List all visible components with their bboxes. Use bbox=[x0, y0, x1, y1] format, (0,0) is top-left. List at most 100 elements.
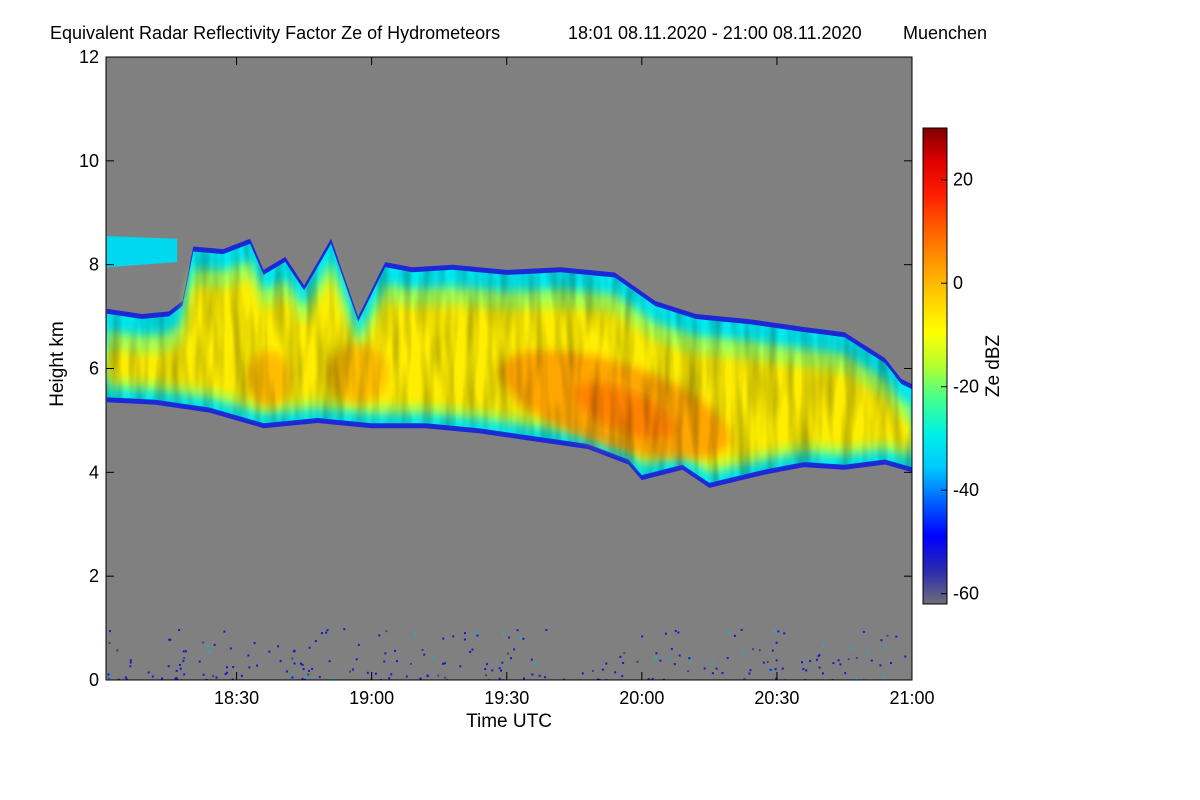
x-tick-label: 18:30 bbox=[214, 688, 259, 708]
clutter-echo bbox=[291, 674, 294, 677]
clutter-echo bbox=[655, 652, 658, 655]
clutter-echo bbox=[248, 666, 251, 669]
clutter-echo bbox=[212, 675, 215, 678]
clutter-echo bbox=[654, 656, 657, 659]
clutter-echo bbox=[855, 677, 858, 680]
clutter-echo bbox=[882, 676, 885, 679]
x-tick-label: 21:00 bbox=[889, 688, 934, 708]
clutter-echo bbox=[437, 674, 440, 677]
y-tick-label: 8 bbox=[89, 255, 99, 275]
clutter-echo bbox=[301, 663, 304, 666]
clutter-echo bbox=[178, 629, 181, 631]
clutter-echo bbox=[773, 629, 776, 632]
clutter-echo bbox=[740, 628, 743, 631]
clutter-echo bbox=[544, 676, 547, 679]
clutter-echo bbox=[405, 675, 408, 678]
location-text: Muenchen bbox=[903, 23, 987, 43]
colorbar-ticks: 20 0 -20 -40 -60 bbox=[941, 170, 979, 604]
x-tick-label: 19:00 bbox=[349, 688, 394, 708]
clutter-echo bbox=[175, 669, 178, 672]
clutter-echo bbox=[839, 663, 842, 666]
clutter-echo bbox=[879, 664, 882, 667]
clutter-echo bbox=[498, 677, 501, 680]
clutter-echo bbox=[183, 673, 186, 676]
clutter-echo bbox=[668, 655, 671, 658]
clutter-echo bbox=[855, 656, 858, 659]
title-text: Equivalent Radar Reflectivity Factor Ze … bbox=[50, 23, 500, 43]
clutter-echo bbox=[884, 645, 887, 648]
clutter-echo bbox=[678, 654, 681, 657]
clutter-echo bbox=[308, 646, 311, 649]
clutter-echo bbox=[279, 660, 282, 663]
clutter-echo bbox=[385, 630, 388, 633]
colorbar-scale bbox=[922, 127, 948, 605]
y-tick-label: 10 bbox=[79, 151, 99, 171]
clutter-echo bbox=[809, 660, 812, 663]
clutter-echo bbox=[247, 654, 250, 657]
clutter-echo bbox=[592, 669, 594, 672]
clutter-echo bbox=[355, 658, 358, 661]
clutter-echo bbox=[677, 631, 680, 634]
clutter-echo bbox=[452, 635, 455, 638]
clutter-echo bbox=[775, 659, 778, 662]
clutter-echo bbox=[326, 629, 329, 632]
clutter-echo bbox=[253, 642, 256, 645]
clutter-echo bbox=[771, 649, 774, 652]
clutter-echo bbox=[805, 669, 808, 672]
clutter-echo bbox=[314, 640, 317, 643]
clutter-echo bbox=[182, 650, 185, 653]
clutter-echo bbox=[117, 678, 120, 680]
clutter-echo bbox=[545, 629, 548, 631]
clutter-echo bbox=[151, 675, 154, 678]
clutter-echo bbox=[752, 648, 755, 651]
clutter-echo bbox=[292, 650, 295, 653]
y-tick-label: 2 bbox=[89, 566, 99, 586]
clutter-echo bbox=[847, 658, 850, 661]
clutter-echo bbox=[311, 667, 314, 670]
clutter-echo bbox=[688, 657, 691, 660]
clutter-echo bbox=[332, 677, 335, 680]
clutter-echo bbox=[781, 667, 784, 670]
clutter-echo bbox=[516, 629, 519, 632]
clutter-echo bbox=[890, 662, 892, 664]
clutter-echo bbox=[256, 664, 258, 667]
clutter-echo bbox=[849, 648, 852, 651]
clutter-echo bbox=[531, 673, 534, 676]
clutter-echo bbox=[623, 652, 626, 655]
clutter-echo bbox=[530, 658, 533, 661]
clutter-echo bbox=[711, 661, 714, 664]
clutter-echo bbox=[837, 659, 840, 662]
clutter-echo bbox=[664, 632, 667, 635]
clutter-echo bbox=[895, 635, 898, 638]
clutter-echo bbox=[475, 631, 478, 634]
y-tick-label: 0 bbox=[89, 670, 99, 690]
clutter-echo bbox=[733, 634, 736, 637]
clutter-echo bbox=[641, 635, 644, 638]
clutter-echo bbox=[662, 678, 665, 680]
clutter-echo bbox=[277, 645, 280, 648]
clutter-echo bbox=[357, 643, 360, 646]
clutter-echo bbox=[129, 659, 132, 662]
clutter-echo bbox=[125, 678, 128, 680]
clutter-echo bbox=[388, 677, 391, 680]
x-tick-label: 20:00 bbox=[619, 688, 664, 708]
clutter-echo bbox=[866, 650, 868, 653]
clutter-echo bbox=[225, 671, 228, 674]
clutter-echo bbox=[390, 673, 393, 676]
x-axis: 18:30 19:00 19:30 20:00 20:30 21:00 bbox=[214, 57, 935, 708]
clutter-echo bbox=[844, 672, 847, 675]
clutter-echo bbox=[108, 676, 111, 679]
clutter-echo bbox=[818, 654, 821, 657]
clutter-echo bbox=[501, 661, 504, 664]
clutter-echo bbox=[285, 670, 288, 673]
clutter-echo bbox=[383, 660, 386, 663]
clutter-echo bbox=[459, 665, 462, 668]
clutter-echo bbox=[240, 674, 243, 677]
cloud-texture bbox=[106, 243, 912, 483]
clutter-echo bbox=[410, 662, 412, 665]
clutter-echo bbox=[801, 661, 803, 664]
clutter-echo bbox=[374, 672, 377, 675]
clutter-echo bbox=[601, 668, 604, 671]
clutter-echo bbox=[202, 641, 205, 644]
